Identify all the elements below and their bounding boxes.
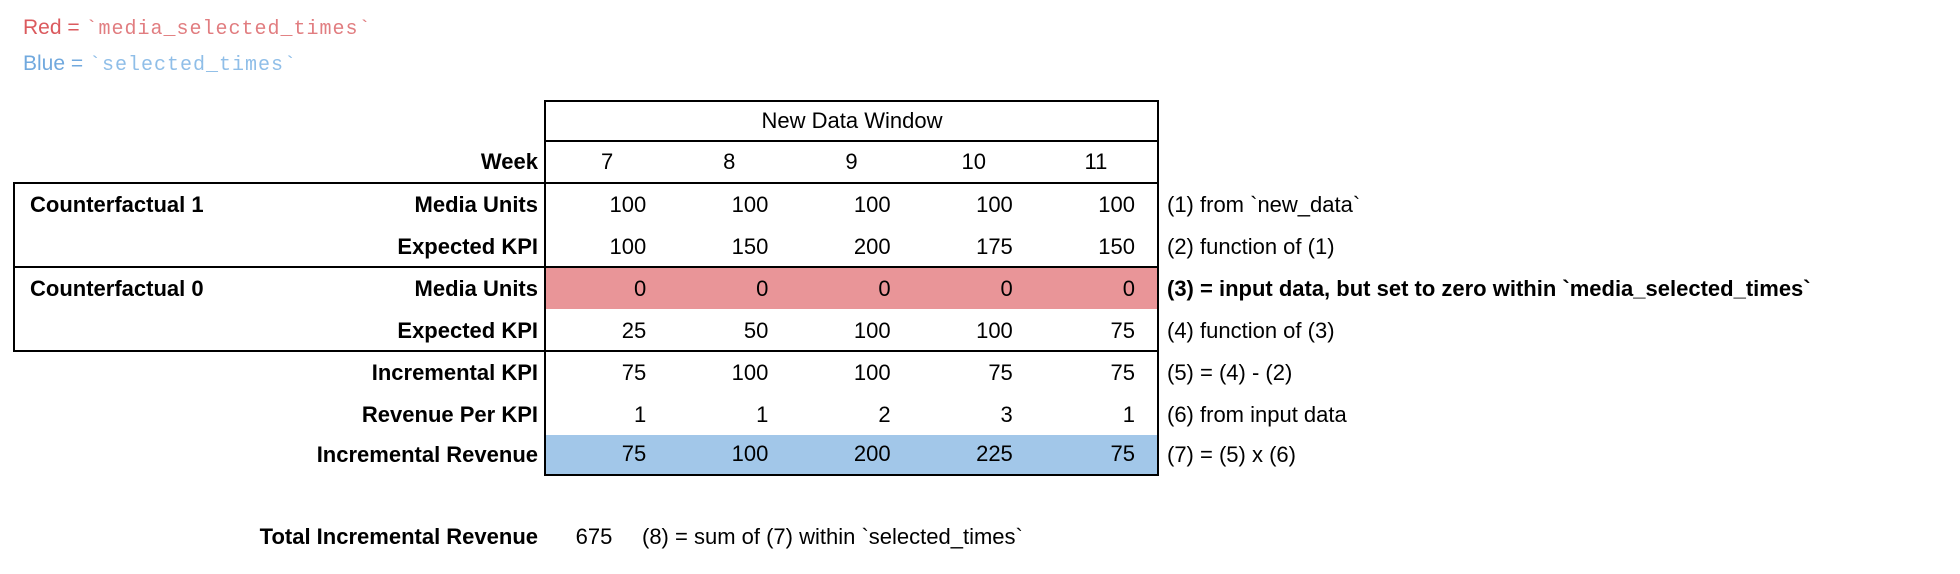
- table-cell: 75: [1110, 318, 1135, 343]
- table-row: 1 1 2 3 1: [546, 394, 1157, 436]
- table-cell: 75: [988, 360, 1013, 385]
- row-label: Media Units: [414, 192, 538, 217]
- legend-red: Red = `media_selected_times`: [23, 16, 372, 41]
- week-cell: 7: [600, 149, 614, 174]
- row-note: (4) function of (3): [1167, 318, 1335, 343]
- row-label: Expected KPI: [397, 318, 538, 343]
- row-label: Incremental KPI: [371, 360, 538, 385]
- table-cell: 100: [853, 360, 891, 385]
- table-border-line: [13, 350, 1159, 352]
- row-label: Expected KPI: [397, 234, 538, 259]
- table-border-line: [544, 100, 546, 476]
- blue-highlight-band: [546, 435, 1157, 474]
- table-border-line: [13, 266, 1159, 268]
- table-cell: 100: [853, 192, 891, 217]
- table-cell: 0: [756, 276, 769, 301]
- table-cell: 3: [1000, 402, 1013, 427]
- table-cell: 0: [1000, 276, 1013, 301]
- week-cell: 8: [723, 149, 736, 174]
- table-cell: 1: [756, 402, 769, 427]
- table-cell: 100: [853, 318, 891, 343]
- legend-blue-code: `selected_times`: [88, 54, 298, 77]
- group-label-counterfactual-1: Counterfactual 1: [30, 192, 204, 217]
- table-border-line: [13, 182, 15, 352]
- table-cell: 75: [1110, 441, 1135, 466]
- week-cell: 10: [961, 149, 986, 174]
- table-row-blue: 75 100 200 225 75: [546, 433, 1157, 475]
- table-cell: 100: [731, 192, 769, 217]
- row-note: (6) from input data: [1167, 402, 1347, 427]
- table-cell: 50: [743, 318, 769, 343]
- row-note: (3) = input data, but set to zero within…: [1167, 276, 1811, 301]
- table-cell: 100: [609, 192, 647, 217]
- table-cell: 150: [1098, 234, 1135, 259]
- table-cell: 225: [976, 441, 1013, 466]
- table-cell: 75: [621, 360, 647, 385]
- group-label-counterfactual-0: Counterfactual 0: [30, 276, 204, 301]
- table-row: 25 50 100 100 75: [546, 310, 1157, 352]
- red-highlight-band: [546, 268, 1157, 309]
- week-cell: 11: [1084, 149, 1108, 174]
- row-note: (2) function of (1): [1167, 234, 1335, 259]
- table-cell: 175: [976, 234, 1013, 259]
- week-header-row: 7 8 9 10 11: [546, 142, 1157, 182]
- row-note: (5) = (4) - (2): [1167, 360, 1293, 385]
- table-cell: 100: [976, 192, 1013, 217]
- table-row: 100 100 100 100 100: [546, 184, 1157, 226]
- table-border-line: [544, 100, 1159, 102]
- table-cell: 0: [1122, 276, 1135, 301]
- table-cell: 100: [1098, 192, 1135, 217]
- table-cell: 25: [621, 318, 647, 343]
- total-note: (8) = sum of (7) within `selected_times`: [642, 524, 1023, 549]
- table-row: 100 150 200 175 150: [546, 226, 1157, 268]
- legend-red-code: `media_selected_times`: [85, 18, 372, 41]
- table-border-line: [13, 182, 1159, 184]
- table-cell: 75: [621, 441, 647, 466]
- row-label: Incremental Revenue: [316, 442, 538, 467]
- table-cell: 200: [853, 441, 891, 466]
- week-cell: 9: [845, 149, 858, 174]
- table-cell: 0: [633, 276, 647, 301]
- table-border-line: [544, 140, 1159, 142]
- week-row-label: Week: [480, 149, 538, 174]
- table-cell: 75: [1110, 360, 1135, 385]
- row-label: Revenue Per KPI: [361, 402, 538, 427]
- table-cell: 100: [731, 360, 769, 385]
- table-row-red: 0 0 0 0 0: [546, 268, 1157, 310]
- table-cell: 100: [731, 441, 769, 466]
- table-border-line: [1157, 100, 1159, 476]
- row-note: (1) from `new_data`: [1167, 192, 1361, 217]
- table-cell: 0: [878, 276, 891, 301]
- row-note: (7) = (5) x (6): [1167, 442, 1296, 467]
- legend-blue-label: Blue =: [23, 52, 84, 75]
- table-cell: 2: [878, 402, 891, 427]
- table-border-line: [544, 474, 1159, 476]
- table-cell: 1: [633, 402, 647, 427]
- legend-blue: Blue = `selected_times`: [23, 52, 297, 77]
- table-cell: 1: [1122, 402, 1135, 427]
- table-cell: 100: [609, 234, 647, 259]
- total-incremental-revenue-value: 675: [575, 524, 613, 549]
- table-cell: 100: [976, 318, 1013, 343]
- total-incremental-revenue-label: Total Incremental Revenue: [259, 524, 538, 549]
- table-row: 75 100 100 75 75: [546, 352, 1157, 394]
- new-data-window-title: New Data Window: [761, 108, 943, 133]
- table-cell: 200: [853, 234, 891, 259]
- row-label: Media Units: [414, 276, 538, 301]
- table-cell: 150: [731, 234, 769, 259]
- legend-red-label: Red =: [23, 16, 80, 39]
